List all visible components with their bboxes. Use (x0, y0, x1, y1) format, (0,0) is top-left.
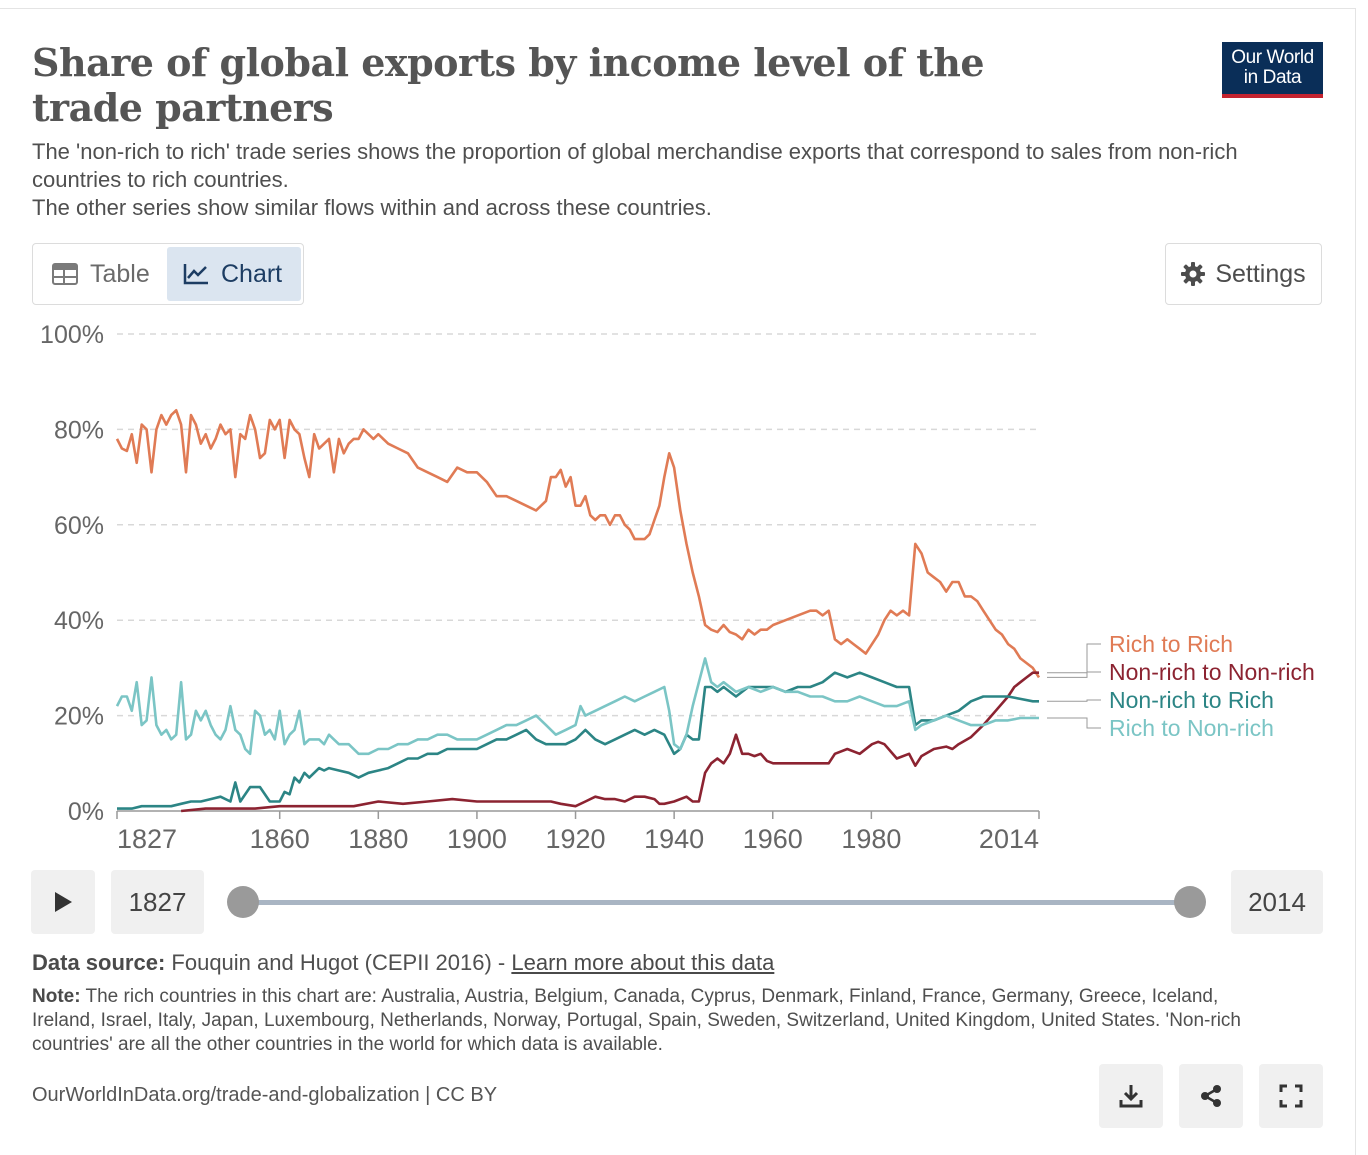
x-tick-label: 1920 (545, 824, 605, 854)
subtitle-line-1: The 'non-rich to rich' trade series show… (32, 139, 1238, 192)
x-tick-label: 1880 (348, 824, 408, 854)
page-frame (0, 8, 1356, 1155)
line-chart-icon (183, 264, 208, 285)
legend-label: Rich to Non-rich (1109, 715, 1274, 741)
logo-line-1: Our World (1231, 47, 1314, 68)
series-line-rich-to-rich (115, 409, 1041, 679)
learn-more-link[interactable]: Learn more about this data (511, 950, 775, 975)
license-text: OurWorldInData.org/trade-and-globalizati… (32, 1084, 498, 1106)
chart-title: Share of global exports by income level … (32, 40, 985, 130)
y-tick-label: 60% (54, 512, 104, 540)
x-tick-label: 1940 (644, 824, 704, 854)
x-tick-label: 1900 (447, 824, 507, 854)
y-tick-label: 20% (54, 703, 104, 731)
legend-label: Non-rich to Rich (1109, 687, 1274, 713)
timeline-start-year[interactable]: 1827 (111, 870, 204, 934)
note-text: The rich countries in this chart are: Au… (32, 986, 1241, 1055)
y-tick-label: 40% (54, 607, 104, 635)
view-tabs: Table Chart (32, 243, 304, 305)
y-tick-label: 80% (54, 416, 104, 444)
x-tick-label: 1827 (117, 824, 177, 854)
download-button[interactable] (1099, 1064, 1163, 1128)
owid-logo[interactable]: Our World in Data (1222, 42, 1323, 98)
timeline-track[interactable] (243, 900, 1190, 905)
chart-subtitle: The 'non-rich to rich' trade series show… (32, 138, 1292, 222)
chart-note: Note: The rich countries in this chart a… (32, 985, 1272, 1057)
logo-line-2: in Data (1243, 67, 1302, 88)
settings-label: Settings (1215, 259, 1306, 288)
series-line-non-rich-to-non-rich (180, 671, 1039, 813)
legend-leader-line (1047, 643, 1101, 678)
subtitle-line-2: The other series show similar flows with… (32, 195, 712, 220)
fullscreen-icon (1279, 1084, 1303, 1108)
x-tick-label: 2014 (979, 824, 1039, 854)
tab-chart[interactable]: Chart (167, 247, 301, 301)
source-label: Data source: (32, 950, 166, 975)
download-icon (1119, 1085, 1143, 1108)
legend-leader-line (1047, 717, 1101, 729)
note-label: Note: (32, 986, 81, 1007)
x-tick-label: 1980 (841, 824, 901, 854)
y-tick-label: 0% (68, 798, 104, 826)
series-line-rich-to-non-rich (115, 657, 1039, 756)
x-tick-label: 1860 (250, 824, 310, 854)
series-line-non-rich-to-rich (117, 671, 1039, 810)
play-button[interactable] (31, 870, 95, 934)
x-tick-label: 1960 (743, 824, 803, 854)
tab-chart-label: Chart (221, 259, 283, 288)
timeline-start-handle[interactable] (227, 886, 259, 918)
settings-button[interactable]: Settings (1165, 243, 1322, 305)
share-icon (1201, 1085, 1221, 1107)
line-chart: 0% 20% 40% 60% 80% 100% 1827 1860 1880 1900 1920 19… (40, 321, 1315, 854)
tab-table[interactable]: Table (36, 247, 166, 301)
legend-label: Non-rich to Non-rich (1109, 659, 1315, 685)
tab-table-label: Table (90, 259, 150, 288)
gear-icon (1181, 262, 1206, 286)
legend-leader-line (1047, 671, 1101, 674)
timeline-end-handle[interactable] (1174, 886, 1206, 918)
table-icon (52, 263, 78, 285)
legend-label: Rich to Rich (1109, 631, 1233, 657)
source-text: Fouquin and Hugot (CEPII 2016) - (171, 950, 512, 975)
timeline-end-year[interactable]: 2014 (1231, 870, 1323, 934)
data-source: Data source: Fouquin and Hugot (CEPII 20… (32, 950, 774, 976)
share-button[interactable] (1179, 1064, 1243, 1128)
legend-leader-line (1047, 699, 1101, 702)
y-tick-label: 100% (40, 321, 104, 349)
play-icon (55, 892, 72, 912)
fullscreen-button[interactable] (1259, 1064, 1323, 1128)
